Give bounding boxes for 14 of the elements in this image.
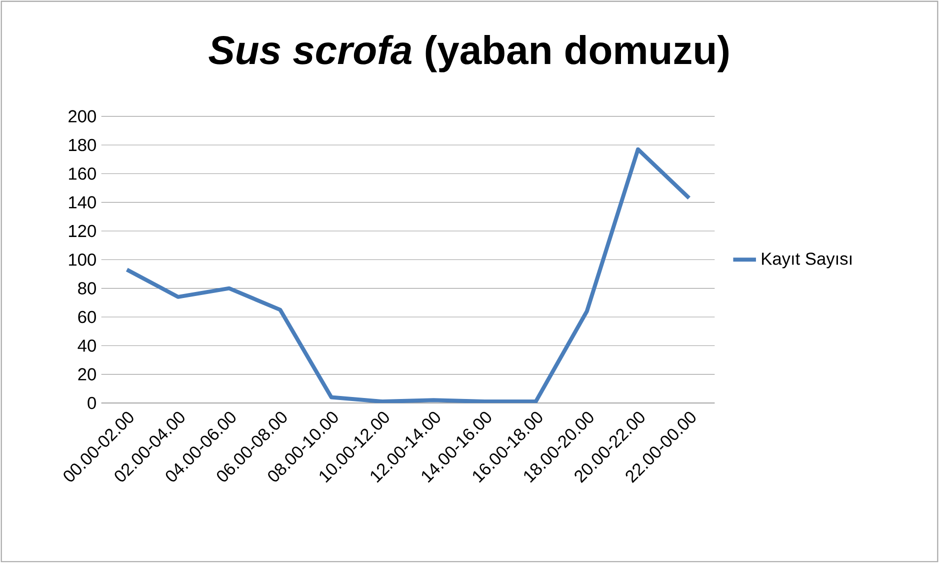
y-tick-label: 80: [78, 282, 96, 294]
y-tick-label: 120: [69, 224, 96, 238]
legend-label: Kayıt Sayısı: [762, 252, 852, 268]
y-tick-label: 20: [78, 368, 96, 380]
y-tick-label: 40: [78, 340, 96, 352]
y-tick-label: 160: [69, 168, 96, 180]
y-tick-label: 0: [88, 396, 96, 410]
line-series: [124, 147, 692, 403]
y-tick-label: 100: [69, 254, 96, 266]
y-tick-label: 140: [69, 196, 96, 208]
chart-title: Sus scrofa (yaban domuzu): [208, 35, 728, 72]
y-tick-label: 180: [69, 138, 96, 152]
y-tick-label: 60: [78, 310, 96, 324]
y-tick-label: 200: [68, 110, 96, 122]
